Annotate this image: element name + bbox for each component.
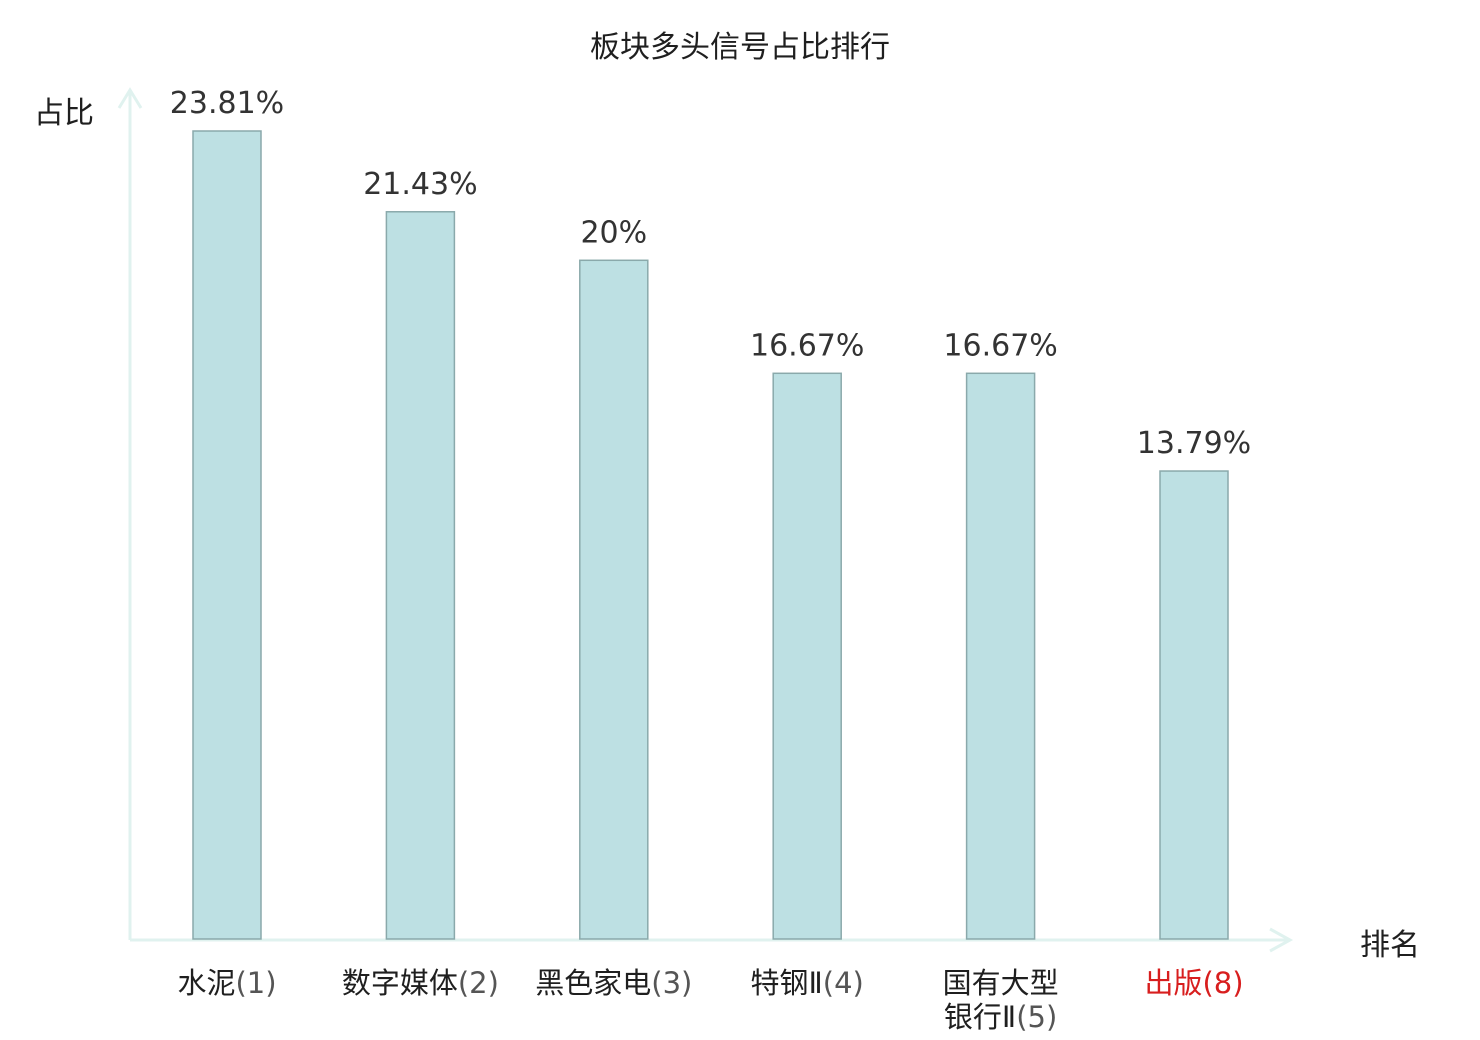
- category-rank: (1): [235, 966, 277, 1000]
- bar-value-label: 23.81%: [170, 86, 284, 121]
- category-name-cont: 银行Ⅱ: [943, 1000, 1017, 1034]
- bar-6: [1159, 470, 1229, 940]
- x-tick-label: 出版(8): [1094, 966, 1294, 1000]
- bar-4: [772, 372, 842, 940]
- bar-2: [385, 211, 456, 940]
- category-name: 国有大型: [942, 966, 1059, 1000]
- category-rank: (4): [822, 966, 864, 1000]
- bar-series: [192, 130, 1229, 940]
- x-tick-label: 国有大型 银行Ⅱ(5): [901, 966, 1101, 1034]
- bar-3: [579, 259, 649, 940]
- category-name: 出版: [1144, 966, 1203, 1000]
- value-labels: 23.81% 21.43% 20% 16.67% 16.67% 13.79%: [170, 86, 1251, 461]
- category-rank: (2): [457, 966, 499, 1000]
- category-rank: (3): [651, 966, 693, 1000]
- x-tick-label: 数字媒体(2): [320, 966, 520, 1000]
- x-tick-label: 黑色家电(3): [514, 966, 714, 1000]
- bar-value-label: 13.79%: [1137, 426, 1251, 461]
- bar-5: [965, 372, 1036, 940]
- bar-value-label: 16.67%: [943, 328, 1057, 363]
- y-axis-label: 占比: [34, 96, 94, 131]
- category-rank: (8): [1202, 966, 1244, 1000]
- category-rank: (5): [1016, 1000, 1058, 1034]
- bar-1: [192, 130, 262, 940]
- chart-title: 板块多头信号占比排行: [590, 30, 890, 65]
- category-name: 黑色家电: [535, 966, 652, 1000]
- x-axis-label: 排名: [1360, 928, 1420, 963]
- category-name: 水泥: [177, 966, 236, 1000]
- category-name: 数字媒体: [341, 966, 458, 1000]
- x-tick-label: 特钢Ⅱ(4): [707, 966, 907, 1000]
- category-name: 特钢Ⅱ: [750, 966, 823, 1000]
- bar-value-label: 21.43%: [363, 167, 477, 202]
- x-tick-label: 水泥(1): [127, 966, 327, 1000]
- bar-value-label: 20%: [580, 215, 647, 250]
- bar-value-label: 16.67%: [750, 328, 864, 363]
- y-axis-arrow-icon: [117, 87, 143, 109]
- chart-axes: [117, 87, 1294, 953]
- x-axis-arrow-icon: [1269, 927, 1294, 953]
